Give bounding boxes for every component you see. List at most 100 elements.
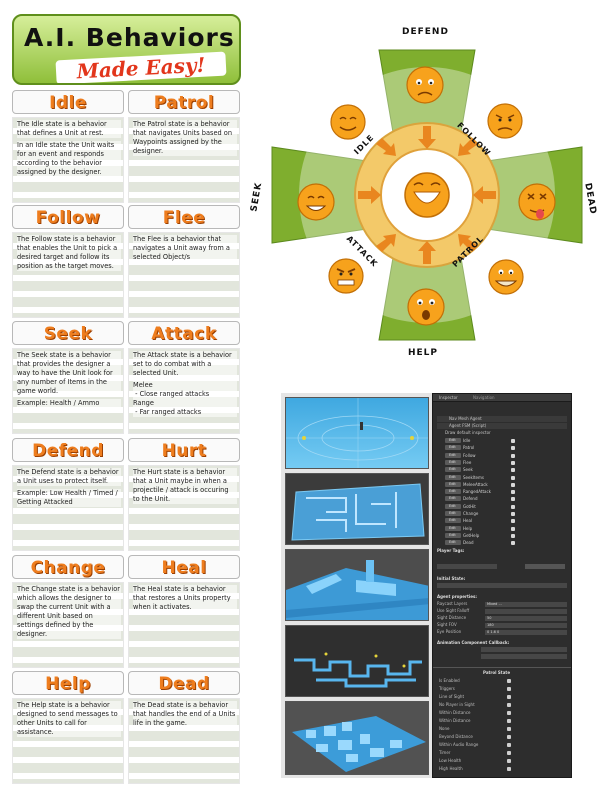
patrol-field-checkbox[interactable]: [507, 767, 511, 771]
state-enabled-checkbox[interactable]: [511, 475, 515, 480]
state-enabled-checkbox[interactable]: [511, 453, 515, 458]
wheel-arrows: [358, 126, 496, 264]
draw-default-toggle[interactable]: Draw default inspector: [445, 430, 491, 435]
edit-label: Edit: [449, 511, 456, 515]
state-enabled-checkbox[interactable]: [511, 533, 515, 538]
patrol-field[interactable]: Within Distance: [437, 710, 567, 716]
state-name: Patrol: [463, 445, 475, 451]
state-name: Defend: [463, 496, 478, 502]
tab-inspector[interactable]: Inspector: [439, 395, 458, 400]
card-body: The Dead state is a behavior that handle…: [128, 698, 240, 784]
patrol-field-checkbox[interactable]: [507, 703, 511, 707]
edit-state-button[interactable]: Edit: [445, 532, 461, 538]
player-tag-field[interactable]: [437, 564, 497, 569]
card-paragraph: The Dead state is a behavior that handle…: [133, 701, 237, 728]
edit-state-button[interactable]: Edit: [445, 503, 461, 509]
patrol-field-checkbox[interactable]: [507, 743, 511, 747]
state-enabled-checkbox[interactable]: [511, 519, 515, 524]
agent-field: Sight FOV 180: [437, 622, 567, 628]
state-enabled-checkbox[interactable]: [511, 526, 515, 531]
patrol-field[interactable]: None: [437, 726, 567, 732]
patrol-field[interactable]: Within Distance: [437, 718, 567, 724]
state-enabled-checkbox[interactable]: [511, 468, 515, 473]
card-body: The Patrol state is a behavior that navi…: [128, 117, 240, 203]
patrol-field-checkbox[interactable]: [507, 759, 511, 763]
patrol-field[interactable]: Timer: [437, 750, 567, 756]
edit-state-button[interactable]: Edit: [445, 438, 461, 443]
agent-field: Sight Distance 50: [437, 615, 567, 621]
behavior-wheel: DEFEND SEEK DEAD HELP IDLE FOLLOW PATROL…: [249, 22, 602, 368]
edit-state-button[interactable]: Edit: [445, 511, 461, 516]
patrol-field-checkbox[interactable]: [507, 687, 511, 691]
card-idle: Idle The Idle state is a behavior that de…: [12, 90, 124, 203]
patrol-field-checkbox[interactable]: [507, 735, 511, 739]
patrol-field[interactable]: Within Audio Range: [437, 742, 567, 748]
field-value[interactable]: [485, 609, 567, 614]
patrol-field[interactable]: Triggers: [437, 686, 567, 692]
edit-label: Edit: [449, 532, 456, 537]
patrol-field[interactable]: Beyond Distance: [437, 734, 567, 740]
field-value[interactable]: 180: [485, 623, 567, 628]
edit-state-button[interactable]: Edit: [445, 496, 461, 502]
title-line1: A.I. Behaviors: [24, 23, 235, 52]
edit-state-button[interactable]: Edit: [445, 481, 461, 487]
state-enabled-checkbox[interactable]: [511, 497, 515, 502]
patrol-field[interactable]: No Player in Sight: [437, 702, 567, 708]
edit-state-button[interactable]: Edit: [445, 445, 461, 451]
patrol-field-checkbox[interactable]: [507, 727, 511, 731]
patrol-field-checkbox[interactable]: [507, 695, 511, 699]
state-enabled-checkbox[interactable]: [511, 460, 515, 465]
remove-tag-button[interactable]: [525, 564, 565, 569]
edit-state-button[interactable]: Edit: [445, 518, 461, 524]
card-title: Flee: [128, 205, 240, 229]
card-paragraph: The Seek state is a behavior that provid…: [17, 351, 121, 396]
agent-fsm-header[interactable]: Agent FSM (Script): [437, 423, 567, 429]
state-enabled-checkbox[interactable]: [511, 541, 515, 546]
state-enabled-checkbox[interactable]: [511, 482, 515, 487]
state-enabled-checkbox[interactable]: [511, 439, 515, 443]
initial-state-label: Initial State:: [437, 576, 466, 581]
seek-face-icon: [297, 183, 335, 221]
walls-image: [286, 560, 428, 620]
patrol-field[interactable]: Is Enabled: [437, 678, 567, 684]
edit-state-button[interactable]: Edit: [445, 459, 461, 465]
state-enabled-checkbox[interactable]: [511, 504, 515, 509]
field-value[interactable]: Mixed ...: [485, 602, 567, 607]
field-value[interactable]: 0 1.6 0: [485, 630, 567, 635]
state-row: Edit Flee: [437, 459, 567, 466]
edit-state-button[interactable]: Edit: [445, 540, 461, 546]
agent-field: Eye Position 0 1.6 0: [437, 629, 567, 635]
patrol-field-checkbox[interactable]: [507, 719, 511, 723]
edit-state-button[interactable]: Edit: [445, 525, 461, 531]
patrol-field-checkbox[interactable]: [507, 711, 511, 715]
state-name: Flee: [463, 459, 472, 465]
card-title: Idle: [12, 90, 124, 114]
navmesh-agent-header[interactable]: Nav Mesh Agent: [437, 416, 567, 422]
wheel-graphic: [271, 49, 583, 341]
edit-state-button[interactable]: Edit: [445, 467, 461, 473]
patrol-field-checkbox[interactable]: [507, 751, 511, 755]
patrol-field-checkbox[interactable]: [507, 679, 511, 683]
card-change: Change The Change state is a behavior whi…: [12, 555, 124, 668]
card-body: The Heal state is a behavior that restor…: [128, 582, 240, 668]
state-enabled-checkbox[interactable]: [511, 490, 515, 495]
card-list-item: - Far ranged attacks: [133, 408, 237, 417]
patrol-field-label: None: [439, 726, 450, 731]
edit-state-button[interactable]: Edit: [445, 474, 461, 480]
tab-navigation[interactable]: Navigation: [473, 395, 495, 400]
patrol-field[interactable]: Line of Sight: [437, 694, 567, 700]
state-row: Edit Idle: [437, 438, 567, 444]
patrol-field[interactable]: Low Health: [437, 758, 567, 764]
edit-state-button[interactable]: Edit: [445, 489, 461, 495]
initial-state-select[interactable]: [437, 583, 567, 588]
state-enabled-checkbox[interactable]: [511, 446, 515, 451]
card-seek: Seek The Seek state is a behavior that pr…: [12, 321, 124, 434]
state-row: Edit Change: [437, 511, 567, 517]
patrol-field[interactable]: High Health: [437, 766, 567, 772]
state-enabled-checkbox[interactable]: [511, 512, 515, 516]
card-body: The Idle state is a behavior that define…: [12, 117, 124, 203]
edit-state-button[interactable]: Edit: [445, 452, 461, 458]
method-select[interactable]: [481, 654, 567, 659]
field-value[interactable]: 50: [485, 616, 567, 621]
component-select[interactable]: [481, 647, 567, 652]
